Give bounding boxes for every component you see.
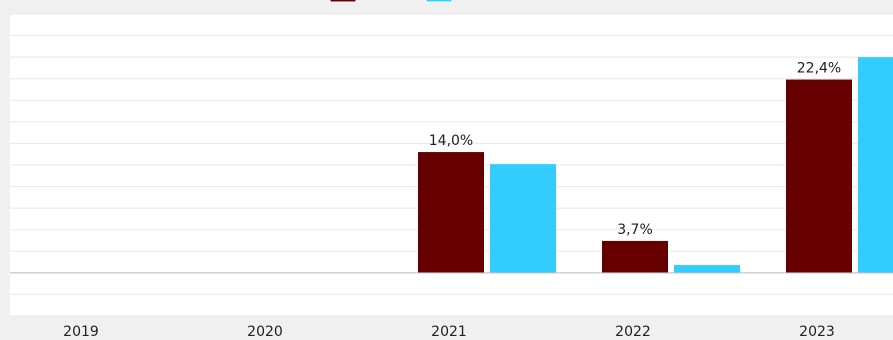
data-label-2023: 22,4%: [797, 61, 841, 77]
data-label-2022: 3,7%: [617, 222, 653, 238]
x-tick-label-2023: 2023: [799, 324, 835, 340]
x-tick-label-2021: 2021: [431, 324, 467, 340]
x-tick-label-2019: 2019: [63, 324, 99, 340]
x-tick-label-2020: 2020: [247, 324, 283, 340]
x-tick-label-2022: 2022: [615, 324, 651, 340]
legend-swatch-series-1: [330, 0, 356, 2]
bar-1-2022: [602, 241, 668, 273]
bar-1-2021: [418, 152, 484, 273]
data-label-2021: 14,0%: [429, 133, 473, 149]
bar-2-2023: [858, 57, 893, 273]
bar-2-2022: [674, 265, 740, 273]
bar-2-2021: [490, 164, 556, 273]
legend-swatch-series-2: [426, 0, 452, 2]
bar-1-2023: [786, 80, 852, 273]
